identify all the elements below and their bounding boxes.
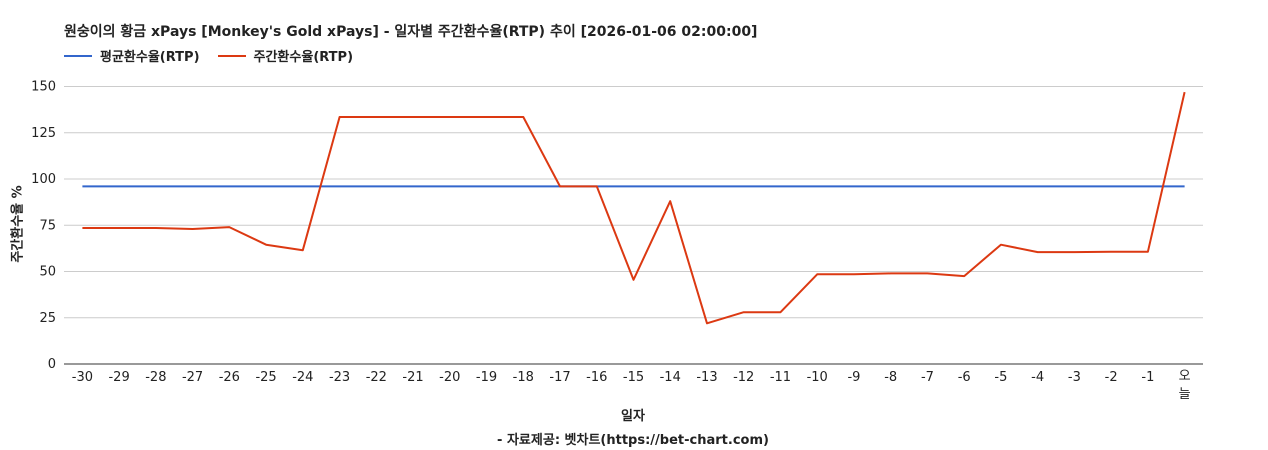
x-tick-label: -22 bbox=[366, 370, 387, 385]
x-tick-label: -10 bbox=[807, 370, 828, 385]
x-tick-label: -15 bbox=[623, 370, 644, 385]
y-tick-label: 75 bbox=[39, 218, 56, 233]
y-tick-label: 150 bbox=[31, 80, 56, 95]
x-tick-label: -27 bbox=[182, 370, 203, 385]
y-tick-label: 0 bbox=[48, 357, 56, 372]
y-tick-label: 125 bbox=[31, 126, 56, 141]
y-tick-label: 100 bbox=[31, 172, 56, 187]
x-tick-label: -9 bbox=[847, 370, 860, 385]
x-tick-label: -1 bbox=[1141, 370, 1154, 385]
x-tick-label: -5 bbox=[994, 370, 1007, 385]
x-tick-label: -17 bbox=[549, 370, 570, 385]
x-tick-label: -13 bbox=[696, 370, 717, 385]
legend-swatch-weekly bbox=[217, 54, 246, 57]
x-tick-label: -11 bbox=[770, 370, 791, 385]
x-tick-label: -20 bbox=[439, 370, 460, 385]
source-credit: - 자료제공: 벳차트(https://bet-chart.com) bbox=[497, 433, 769, 448]
x-tick-label: 늘 bbox=[1179, 387, 1191, 402]
x-tick-label: -4 bbox=[1031, 370, 1044, 385]
legend-label-weekly: 주간환수율(RTP) bbox=[253, 50, 354, 65]
x-tick-label: -14 bbox=[660, 370, 681, 385]
x-tick-label: -6 bbox=[958, 370, 971, 385]
x-tick-label: -29 bbox=[108, 370, 129, 385]
legend-label-average: 평균환수율(RTP) bbox=[100, 50, 200, 65]
x-tick-label: -30 bbox=[72, 370, 93, 385]
legend-item-average[interactable]: 평균환수율(RTP) bbox=[64, 46, 200, 65]
x-tick-label: -19 bbox=[476, 370, 497, 385]
x-tick-label: -23 bbox=[329, 370, 350, 385]
x-tick-label: -3 bbox=[1068, 370, 1081, 385]
series-line-weekly bbox=[82, 91, 1186, 325]
x-tick-label: -21 bbox=[402, 370, 423, 385]
x-tick-label: 오 bbox=[1179, 369, 1191, 384]
x-tick-label: -25 bbox=[255, 370, 276, 385]
x-tick-label: -12 bbox=[733, 370, 754, 385]
x-tick-label: -8 bbox=[884, 370, 897, 385]
y-tick-label: 50 bbox=[39, 265, 56, 280]
x-tick-label: -26 bbox=[219, 370, 240, 385]
legend-item-weekly[interactable]: 주간환수율(RTP) bbox=[217, 46, 354, 65]
legend-swatch-average bbox=[64, 54, 92, 57]
x-tick-label: -7 bbox=[921, 370, 934, 385]
y-tick-label: 25 bbox=[39, 311, 56, 326]
legend: 평균환수율(RTP) 주간환수율(RTP) bbox=[64, 46, 371, 65]
x-tick-label: -16 bbox=[586, 370, 607, 385]
x-tick-label: -18 bbox=[513, 370, 534, 385]
x-tick-label: -2 bbox=[1105, 370, 1118, 385]
chart-title: 원숭이의 황금 xPays [Monkey's Gold xPays] - 일자… bbox=[64, 24, 758, 40]
x-axis-label: 일자 bbox=[621, 409, 645, 424]
x-tick-label: -28 bbox=[145, 370, 166, 385]
x-tick-label: -24 bbox=[292, 370, 313, 385]
